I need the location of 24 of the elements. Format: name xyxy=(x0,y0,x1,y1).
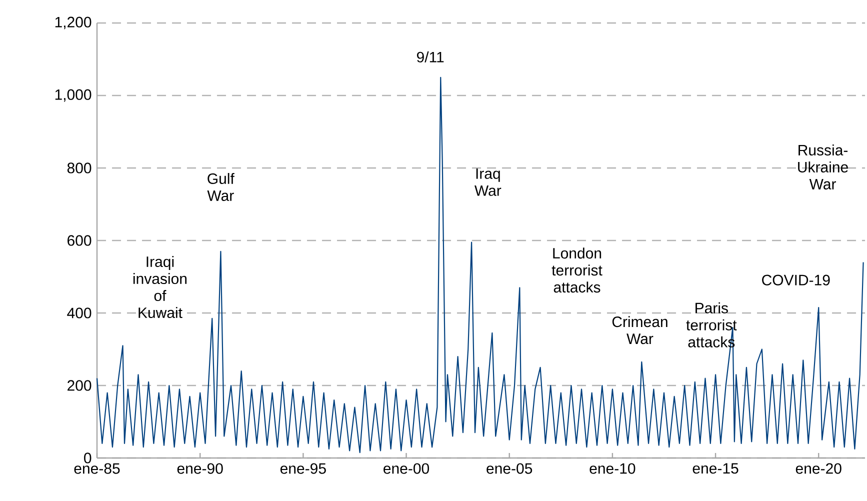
x-tick-label: ene-90 xyxy=(177,463,223,474)
y-tick-label: 400 xyxy=(67,308,92,318)
annotation: Iraq War xyxy=(474,168,502,196)
y-tick-label: 800 xyxy=(67,162,92,174)
annotation: Gulf War xyxy=(207,172,234,201)
y-tick-label: 1,200 xyxy=(55,16,92,30)
annotation: Iraqi invasion of Kuwait xyxy=(133,256,187,318)
annotation: London terrorist attacks xyxy=(552,248,602,293)
x-tick-label: ene-10 xyxy=(590,463,636,474)
x-tick-label: ene-95 xyxy=(280,463,326,474)
y-tick-label: 600 xyxy=(68,235,92,246)
x-tick-label: ene-00 xyxy=(384,463,430,474)
annotation: Crimean War xyxy=(612,316,668,344)
annotation: COVID-19 xyxy=(762,274,830,286)
y-tick-label: 0 xyxy=(84,452,92,464)
line-series xyxy=(96,76,864,454)
y-tick-label: 200 xyxy=(68,380,92,391)
y-tick-label: 1,000 xyxy=(55,89,92,102)
annotation: Russia-Ukraine War xyxy=(798,144,848,190)
x-tick-label: ene-85 xyxy=(74,463,120,474)
annotation: 9/11 xyxy=(416,51,444,62)
x-tick-label: ene-15 xyxy=(692,463,738,474)
x-tick-label: ene-20 xyxy=(796,463,842,474)
x-tick-label: ene-05 xyxy=(486,463,532,474)
